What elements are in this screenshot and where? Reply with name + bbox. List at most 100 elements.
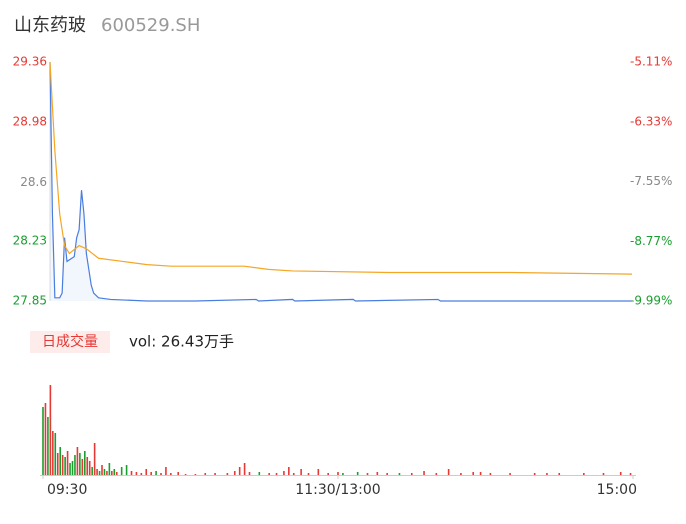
volume-bar (583, 473, 585, 475)
price-area (50, 62, 632, 301)
volume-bar (111, 471, 113, 475)
volume-label: 日成交量 (42, 333, 98, 350)
volume-bar (54, 433, 57, 475)
volume-bar (145, 469, 148, 475)
volume-bar (509, 473, 511, 475)
volume-bar (140, 473, 143, 475)
volume-bar (160, 473, 162, 475)
volume-bar (59, 447, 62, 475)
volume-bar (88, 461, 91, 475)
volume-bar (74, 455, 76, 475)
volume-bar (120, 467, 123, 475)
volume-bar (233, 471, 236, 475)
average-line (49, 61, 633, 275)
volume-bar (386, 473, 388, 475)
volume-bar (327, 473, 329, 475)
volume-bar (96, 469, 98, 475)
volume-bar (317, 469, 320, 475)
volume-bar (307, 473, 310, 475)
volume-bar (398, 473, 401, 475)
volume-bar (49, 385, 52, 475)
volume-bar (194, 474, 197, 475)
volume-bar (214, 473, 216, 475)
volume-bar (170, 473, 172, 475)
volume-bar (113, 469, 116, 475)
volume-bar (258, 472, 261, 475)
volume-bar (86, 457, 89, 475)
volume-bar (125, 465, 128, 475)
y-tick-label: 28.6 (20, 175, 47, 189)
volume-bar (268, 473, 270, 475)
volume-bar (226, 473, 229, 475)
stock-code: 600529.SH (101, 15, 200, 36)
volume-bar (155, 471, 157, 475)
volume-bar (204, 473, 207, 475)
volume-bar (69, 463, 71, 475)
volume-bar (42, 407, 44, 475)
volume-bar (558, 473, 561, 475)
volume-bar (81, 459, 84, 475)
volume-bar (238, 467, 241, 475)
volume-total: vol: 26.43万手 (129, 333, 234, 351)
x-tick-label: 09:30 (47, 482, 87, 498)
volume-bar (342, 473, 344, 475)
volume-bar (61, 455, 64, 475)
volume-bar (629, 473, 632, 475)
volume-bar (356, 472, 359, 475)
y2-tick-label: -8.77% (630, 234, 672, 248)
volume-bar (56, 453, 59, 475)
y-tick-label: 28.98 (13, 115, 47, 129)
volume-bar (447, 469, 450, 475)
y2-tick-label: -5.11% (630, 55, 672, 69)
price-line (49, 61, 632, 302)
volume-bar (165, 467, 167, 475)
volume-bar (410, 473, 413, 475)
y2-tick-label: -9.99% (630, 294, 672, 308)
volume-bar (292, 473, 295, 475)
volume-bar (619, 472, 622, 475)
volume-bar (546, 473, 548, 475)
volume-bar (98, 471, 101, 475)
volume-bar (64, 457, 66, 475)
volume-bar (472, 472, 475, 475)
volume-bar (602, 473, 605, 475)
volume-bar (460, 473, 462, 475)
volume-bar (79, 453, 81, 475)
volume-bar (366, 473, 369, 475)
volume-bar (71, 461, 74, 475)
volume-bar (177, 472, 180, 475)
volume-bar (108, 463, 111, 475)
volume-bar (489, 473, 492, 475)
volume-bar (106, 471, 108, 475)
volume-bar (101, 465, 103, 475)
stock-name: 山东药玻 (14, 15, 86, 36)
volume-bar (44, 403, 47, 475)
volume-bar (91, 467, 93, 475)
y2-tick-label: -6.33% (630, 114, 672, 128)
volume-bar (103, 469, 106, 475)
volume-bar (300, 469, 302, 475)
volume-bar (52, 431, 54, 475)
volume-bar (423, 471, 425, 475)
volume-bar (93, 443, 96, 475)
volume-label-bg (30, 331, 110, 353)
volume-bar (288, 467, 290, 475)
volume-bar (66, 451, 69, 475)
volume-bar (248, 472, 251, 475)
volume-bar (150, 472, 152, 475)
volume-bar (83, 451, 86, 475)
volume-bar (243, 463, 246, 475)
volume-bar (135, 472, 138, 475)
y-tick-label: 28.23 (13, 233, 47, 247)
volume-bar (47, 417, 49, 475)
volume-bar (435, 473, 438, 475)
volume-bar (337, 472, 339, 475)
volume-bar (115, 472, 118, 475)
x-tick-label: 11:30/13:00 (295, 482, 380, 498)
volume-bar (479, 472, 482, 475)
volume-bar (376, 472, 379, 475)
volume-bar (130, 471, 133, 475)
x-tick-label: 15:00 (597, 482, 637, 498)
volume-bar (76, 447, 79, 475)
